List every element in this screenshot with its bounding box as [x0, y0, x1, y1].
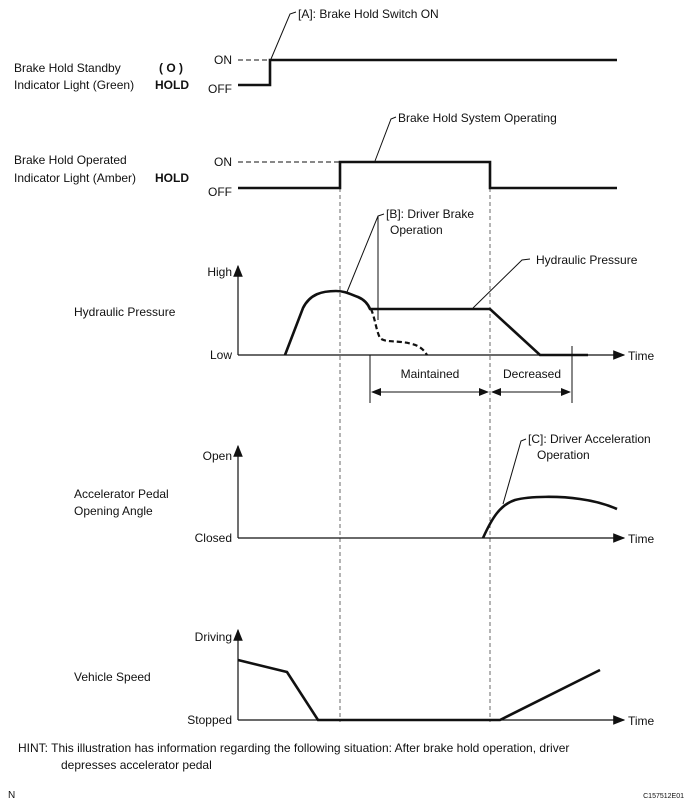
- time-label: Time: [628, 349, 655, 363]
- callout-operating-leader: [374, 116, 397, 162]
- accelerator-label-line2: Opening Angle: [74, 504, 153, 518]
- on-label: ON: [214, 53, 232, 67]
- closed-label: Closed: [195, 531, 232, 545]
- stopped-label: Stopped: [187, 713, 232, 727]
- driver-brake-pressure-dashed: [369, 308, 428, 356]
- callout-c-line2: Operation: [537, 448, 590, 462]
- callout-hydraulic-leader: [472, 258, 531, 309]
- hold-standby-icon: ( O ): [159, 61, 183, 75]
- hydraulic-label: Hydraulic Pressure: [74, 305, 176, 319]
- callout-b-line1: [B]: Driver Brake: [386, 207, 474, 221]
- operated-label-line2: Indicator Light (Amber): [14, 171, 136, 185]
- accelerator-curve: [481, 495, 618, 539]
- hint-line2: depresses accelerator pedal: [61, 758, 212, 772]
- hold-icon-text: HOLD: [155, 78, 189, 92]
- callout-a: [A]: Brake Hold Switch ON: [298, 7, 439, 21]
- time-label: Time: [628, 532, 655, 546]
- standby-indicator-row: Brake Hold Standby Indicator Light (Gree…: [14, 7, 617, 96]
- footer-n: N: [8, 790, 15, 801]
- low-label: Low: [210, 348, 232, 362]
- operated-label-line1: Brake Hold Operated: [14, 153, 127, 167]
- on-label: ON: [214, 155, 232, 169]
- off-label: OFF: [208, 185, 232, 199]
- callout-hydraulic: Hydraulic Pressure: [536, 253, 638, 267]
- hint-line1: HINT: This illustration has information …: [18, 741, 569, 755]
- accelerator-row: Accelerator Pedal Opening Angle Open Clo…: [74, 432, 655, 546]
- hydraulic-pressure-curve: [283, 289, 588, 357]
- maintained-label: Maintained: [401, 367, 460, 381]
- driving-label: Driving: [195, 630, 232, 644]
- off-label: OFF: [208, 82, 232, 96]
- vehicle-speed-row: Vehicle Speed Driving Stopped Time: [74, 628, 655, 728]
- speed-label: Vehicle Speed: [74, 670, 151, 684]
- high-label: High: [207, 265, 232, 279]
- open-label: Open: [203, 449, 232, 463]
- illustration-code: C157512E01: [643, 793, 684, 800]
- callout-operating: Brake Hold System Operating: [398, 111, 557, 125]
- hydraulic-pressure-row: Hydraulic Pressure High Low Time [B]: Dr…: [74, 207, 655, 403]
- standby-label-line1: Brake Hold Standby: [14, 61, 121, 75]
- time-label: Time: [628, 714, 655, 728]
- standby-label-line2: Indicator Light (Green): [14, 78, 134, 92]
- standby-signal: [238, 58, 617, 87]
- operated-indicator-row: Brake Hold Operated Indicator Light (Amb…: [14, 111, 617, 199]
- hold-icon-text: HOLD: [155, 171, 189, 185]
- decreased-label: Decreased: [503, 367, 561, 381]
- vehicle-speed-curve: [237, 658, 601, 722]
- accelerator-label-line1: Accelerator Pedal: [74, 487, 169, 501]
- callout-a-leader: [270, 11, 297, 60]
- callout-c-leader: [502, 438, 527, 505]
- callout-c-line1: [C]: Driver Acceleration: [528, 432, 651, 446]
- callout-b-line2: Operation: [390, 223, 443, 237]
- operated-signal: [238, 160, 617, 190]
